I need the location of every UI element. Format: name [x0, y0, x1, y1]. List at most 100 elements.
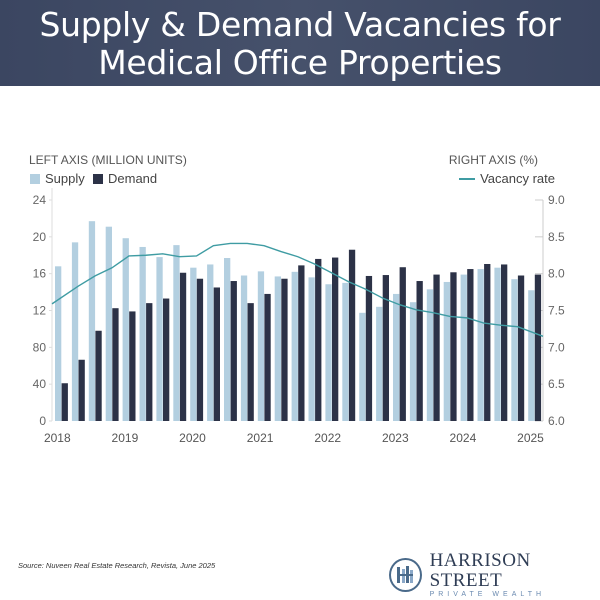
supply-bar [528, 290, 535, 421]
left-tick-label: 0 [39, 414, 46, 428]
left-tick-label: 80 [33, 340, 47, 354]
supply-bar [122, 238, 129, 421]
demand-bar [534, 274, 542, 421]
right-tick-label: 7.0 [548, 340, 565, 354]
demand-bar [433, 274, 440, 421]
demand-bar [298, 265, 305, 421]
demand-bar [95, 330, 102, 421]
vacancy-swatch [459, 177, 476, 180]
demand-bar [264, 293, 271, 421]
demand-bar [163, 298, 170, 421]
supply-bar [426, 289, 434, 421]
demand-bar [484, 263, 491, 421]
demand-bar [382, 275, 389, 421]
supply-bar [325, 284, 332, 421]
left-tick-label: 12 [33, 304, 47, 318]
supply-bar [359, 312, 366, 421]
supply-bar [342, 282, 349, 421]
right-tick-label: 6.5 [548, 377, 565, 391]
supply-bar [190, 267, 197, 421]
legend-label: Supply [45, 171, 85, 186]
right-tick-label: 7.5 [548, 304, 565, 318]
supply-bar [409, 302, 417, 421]
left-tick-label: 40 [33, 377, 47, 391]
supply-bar [274, 276, 281, 421]
left-tick-label: 24 [33, 193, 47, 207]
logo: HARRISON STREET PRIVATE WEALTH [389, 551, 600, 598]
supply-bar [173, 245, 180, 421]
supply-bar [71, 242, 79, 421]
legend-label: Vacancy rate [480, 171, 555, 186]
supply-bar [88, 221, 96, 421]
right-tick-label: 9.0 [548, 193, 565, 207]
demand-bar [112, 308, 119, 421]
logo-sub: PRIVATE WEALTH [429, 591, 546, 598]
supply-bar [494, 267, 501, 421]
logo-name: HARRISON STREET [429, 550, 531, 591]
supply-bar [207, 264, 214, 421]
x-tick-label: 2023 [382, 431, 409, 445]
supply-bar [511, 279, 518, 421]
demand-bar [332, 257, 339, 421]
demand-bar [399, 267, 406, 421]
demand-swatch [93, 173, 103, 184]
left-tick-label: 20 [33, 230, 47, 244]
demand-bar [517, 275, 525, 421]
demand-bar [365, 275, 373, 421]
x-tick-label: 2018 [44, 431, 71, 445]
x-tick-label: 2020 [179, 431, 206, 445]
supply-bar [105, 226, 112, 421]
supply-bar [460, 274, 467, 421]
x-tick-label: 2024 [450, 431, 477, 445]
demand-bar [281, 278, 288, 421]
demand-bar [78, 359, 85, 421]
logo-mark-icon [389, 557, 422, 592]
right-tick-label: 8.5 [548, 230, 565, 244]
supply-bar [139, 246, 146, 421]
demand-bar [315, 258, 322, 421]
right-axis-label: RIGHT AXIS (%) [448, 153, 538, 167]
demand-bar [450, 272, 457, 421]
supply-bar [240, 275, 248, 421]
supply-bar [308, 277, 315, 421]
supply-bar [55, 266, 62, 421]
supply-bar [156, 257, 163, 421]
demand-bar [213, 287, 220, 421]
source-note: Source: Nuveen Real Estate Research, Rev… [18, 561, 216, 570]
demand-bar [230, 281, 237, 421]
supply-bar [224, 258, 231, 421]
x-tick-label: 2022 [314, 431, 341, 445]
supply-bar [291, 271, 298, 421]
legend-supply: Supply [30, 171, 85, 186]
demand-bar [179, 272, 187, 421]
demand-bar [146, 303, 153, 421]
title-banner: Supply & Demand Vacancies for Medical Of… [0, 0, 600, 86]
left-axis-label: LEFT AXIS (MILLION UNITS) [29, 153, 187, 167]
supply-bar [257, 271, 265, 421]
demand-bar [61, 383, 68, 421]
supply-bar [393, 293, 400, 421]
supply-bar [376, 306, 383, 421]
demand-bar [247, 303, 254, 421]
demand-bar [129, 311, 136, 421]
legend-label: Demand [108, 171, 158, 186]
x-tick-label: 2021 [247, 431, 274, 445]
left-tick-label: 16 [33, 267, 47, 281]
legend-demand: Demand [93, 171, 157, 186]
demand-bar [196, 278, 204, 421]
demand-bar [348, 249, 356, 421]
demand-bar [501, 264, 508, 421]
demand-bar [467, 269, 474, 421]
supply-swatch [30, 173, 40, 184]
supply-bar [477, 269, 484, 421]
x-tick-label: 2025 [517, 431, 544, 445]
legend-vacancy: Vacancy rate [459, 171, 555, 186]
page-title: Supply & Demand Vacancies for Medical Of… [39, 5, 561, 82]
demand-bar [416, 281, 423, 421]
supply-bar [443, 281, 450, 421]
right-tick-label: 8.0 [548, 267, 565, 281]
right-tick-label: 6.0 [548, 414, 565, 428]
vacancy-rate-line [51, 242, 544, 337]
x-tick-label: 2019 [112, 431, 139, 445]
